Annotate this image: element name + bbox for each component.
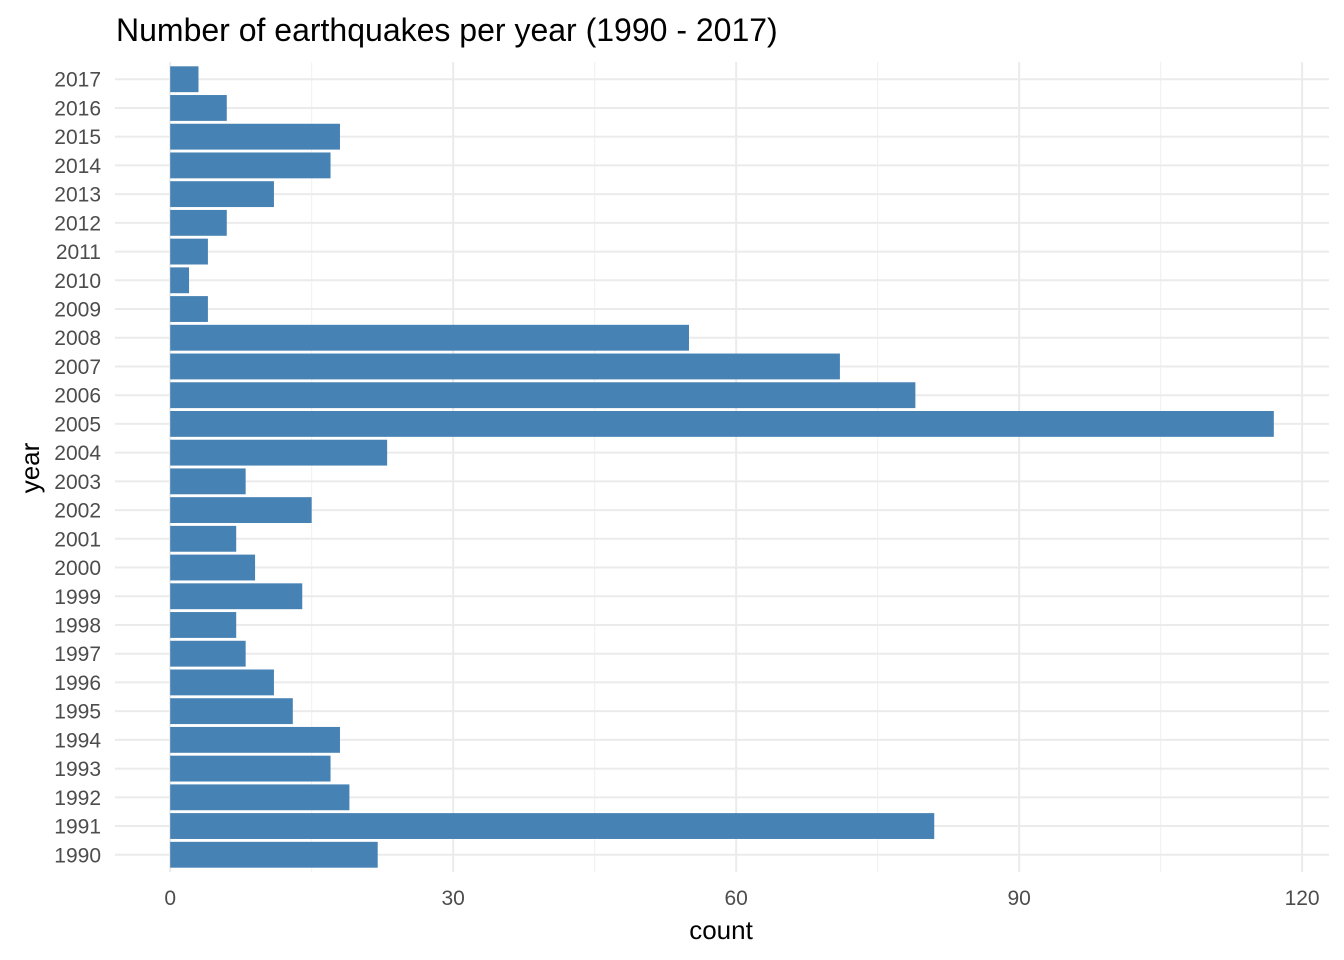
bar-2001: [170, 525, 237, 552]
bar-2017: [170, 66, 199, 93]
y-tick-label: 2010: [54, 270, 101, 293]
y-tick-label: 2005: [54, 413, 101, 436]
y-tick-label: 2012: [54, 212, 101, 235]
y-tick-label: 2007: [54, 356, 101, 379]
y-tick-label: 2004: [54, 442, 101, 465]
x-tick-label: 0: [164, 887, 176, 910]
x-tick-label: 60: [724, 887, 747, 910]
y-tick-label: 2008: [54, 327, 101, 350]
bar-2003: [170, 468, 246, 495]
y-tick-label: 2000: [54, 557, 101, 580]
y-axis-title: year: [15, 442, 45, 493]
bar-2008: [170, 324, 689, 351]
y-tick-label: 1994: [54, 729, 101, 752]
y-tick-label: 2002: [54, 500, 101, 523]
y-tick-label: 1992: [54, 787, 101, 810]
y-tick-label: 2006: [54, 385, 101, 408]
y-tick-label: 2015: [54, 126, 101, 149]
bar-1996: [170, 669, 274, 696]
y-tick-label: 2003: [54, 471, 101, 494]
y-tick-label: 2011: [56, 241, 101, 264]
bar-1991: [170, 813, 935, 839]
bar-1997: [170, 640, 246, 667]
bar-2015: [170, 123, 340, 150]
y-tick-label: 1995: [54, 701, 101, 724]
y-tick-label: 2013: [54, 184, 101, 207]
chart-title: Number of earthquakes per year (1990 - 2…: [116, 12, 778, 48]
y-tick-labels: 1990 1991 1992 1993 1994 1995 1996 1997 1998 1999…: [54, 69, 101, 868]
y-tick-label: 2014: [54, 155, 101, 178]
bar-1995: [170, 698, 293, 725]
x-tick-labels: 0 30 60 90 120: [164, 887, 1319, 910]
bar-2009: [170, 296, 208, 322]
bar-2004: [170, 439, 388, 466]
bar-2000: [170, 554, 256, 581]
y-tick-label: 1991: [54, 816, 101, 839]
bar-1992: [170, 784, 350, 811]
bar-1998: [170, 612, 237, 638]
bar-2011: [170, 238, 208, 265]
bar-2002: [170, 497, 312, 524]
y-tick-label: 1997: [54, 643, 101, 666]
bar-1993: [170, 755, 331, 782]
y-tick-label: 1996: [54, 672, 101, 695]
y-tick-label: 1993: [54, 758, 101, 781]
y-tick-label: 1990: [54, 844, 101, 867]
bar-2005: [170, 410, 1274, 437]
bar-2010: [170, 267, 190, 294]
bars: [170, 66, 1274, 868]
bar-2016: [170, 95, 227, 121]
y-tick-label: 2016: [54, 97, 101, 120]
y-tick-label: 1999: [54, 586, 101, 609]
bar-1999: [170, 583, 303, 610]
bar-2013: [170, 181, 274, 208]
bar-2007: [170, 353, 840, 380]
bar-2006: [170, 382, 916, 409]
x-tick-label: 90: [1007, 887, 1030, 910]
bar-2014: [170, 152, 331, 179]
y-tick-label: 2017: [54, 69, 101, 92]
x-axis-title: count: [689, 915, 753, 945]
x-tick-label: 120: [1285, 887, 1320, 910]
y-tick-label: 1998: [54, 614, 101, 637]
bar-1994: [170, 726, 340, 753]
bar-1990: [170, 841, 378, 868]
x-tick-label: 30: [441, 887, 464, 910]
bar-2012: [170, 209, 227, 236]
y-tick-label: 2009: [54, 299, 101, 322]
y-tick-label: 2001: [54, 528, 101, 551]
